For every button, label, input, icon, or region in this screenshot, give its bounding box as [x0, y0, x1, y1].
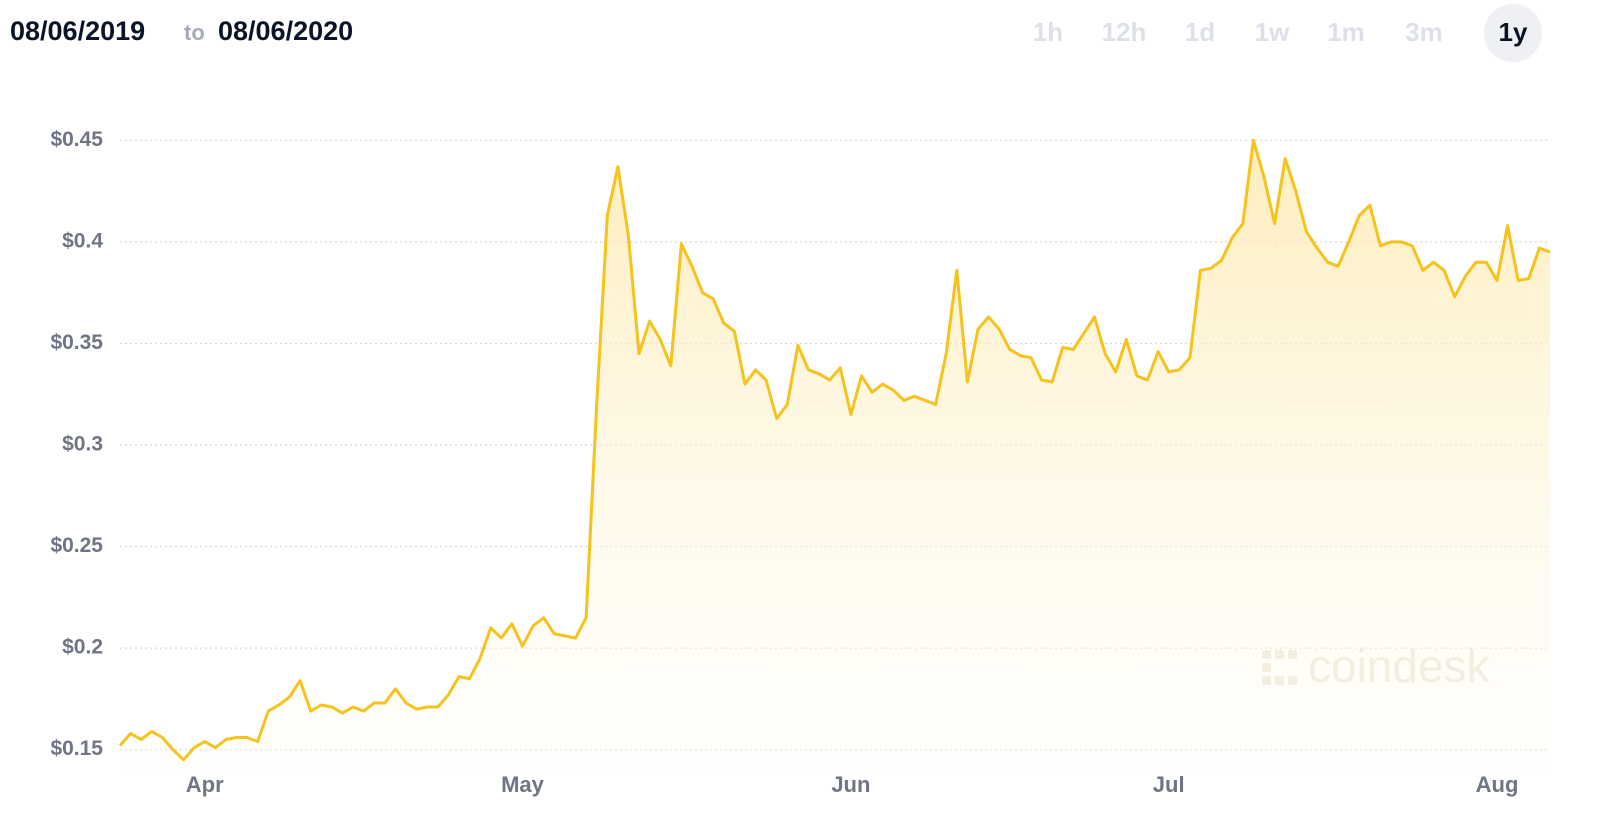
range-button[interactable]: 1h [1033, 17, 1063, 47]
end-date: 08/06/2020 [218, 16, 353, 46]
range-button[interactable]: 1w [1255, 17, 1290, 47]
range-button-label: 1m [1327, 17, 1365, 47]
range-button[interactable]: 1d [1185, 17, 1215, 47]
y-tick-label: $0.3 [62, 433, 103, 456]
y-tick-label: $0.15 [50, 737, 103, 760]
range-button-label: 1y [1499, 17, 1528, 47]
x-tick-label: May [501, 772, 545, 797]
y-tick-label: $0.25 [50, 534, 103, 557]
range-button[interactable]: 3m [1405, 17, 1443, 47]
range-button-bg [1484, 4, 1542, 62]
range-button-label: 12h [1102, 17, 1147, 47]
x-tick-label: Aug [1476, 772, 1519, 797]
range-button[interactable]: 1y [1484, 4, 1542, 62]
date-separator: to [184, 20, 205, 45]
range-button-label: 1w [1255, 17, 1290, 47]
start-date: 08/06/2019 [10, 16, 145, 46]
range-button-label: 3m [1405, 17, 1443, 47]
range-button[interactable]: 12h [1102, 17, 1147, 47]
y-tick-label: $0.4 [62, 229, 103, 252]
y-tick-label: $0.45 [50, 128, 103, 151]
y-tick-label: $0.35 [50, 331, 103, 354]
range-button-label: 1d [1185, 17, 1215, 47]
x-tick-label: Apr [186, 772, 224, 797]
range-button[interactable]: 1m [1327, 17, 1365, 47]
area-fill [120, 140, 1550, 771]
range-button-label: 1h [1033, 17, 1063, 47]
x-tick-label: Jul [1153, 772, 1185, 797]
x-tick-label: Jun [831, 772, 870, 797]
y-tick-label: $0.2 [62, 636, 103, 659]
price-line [118, 138, 1551, 762]
